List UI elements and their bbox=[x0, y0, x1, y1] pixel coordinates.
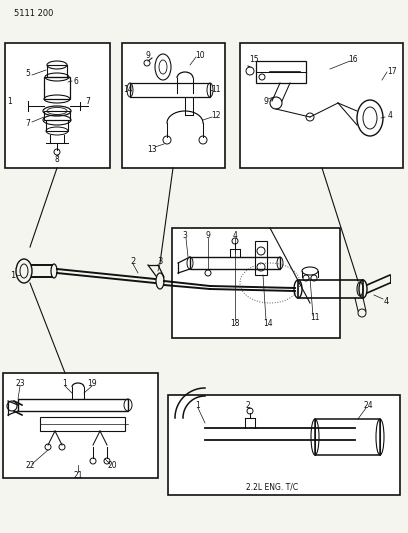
Text: 18: 18 bbox=[230, 319, 240, 327]
Text: 12: 12 bbox=[211, 111, 221, 120]
Bar bbox=[172, 228, 340, 338]
Bar bbox=[240, 43, 403, 168]
Text: 1: 1 bbox=[62, 378, 67, 387]
Text: 9: 9 bbox=[146, 51, 151, 60]
Text: 9: 9 bbox=[206, 230, 211, 239]
Bar bbox=[298, 280, 363, 298]
Text: 20: 20 bbox=[107, 462, 117, 471]
Text: 23: 23 bbox=[15, 378, 25, 387]
Text: 3: 3 bbox=[182, 230, 187, 239]
Bar bbox=[18, 399, 128, 411]
Bar bbox=[315, 419, 380, 455]
Text: 7: 7 bbox=[26, 118, 31, 127]
Bar bbox=[5, 43, 110, 168]
Text: 21: 21 bbox=[73, 471, 83, 480]
Bar bbox=[44, 111, 70, 120]
Text: 9: 9 bbox=[264, 96, 268, 106]
Bar bbox=[122, 43, 225, 168]
Text: 7: 7 bbox=[86, 96, 91, 106]
Text: 2: 2 bbox=[246, 400, 251, 409]
Text: 15: 15 bbox=[249, 54, 259, 63]
Bar bbox=[190, 257, 280, 269]
Text: 6: 6 bbox=[73, 77, 78, 85]
Text: 24: 24 bbox=[363, 400, 373, 409]
Bar bbox=[168, 395, 400, 495]
Text: 13: 13 bbox=[147, 146, 157, 155]
Text: 2: 2 bbox=[131, 256, 135, 265]
Text: 1: 1 bbox=[195, 400, 200, 409]
Text: 17: 17 bbox=[387, 67, 397, 76]
Text: 5111 200: 5111 200 bbox=[14, 9, 53, 18]
Bar bbox=[130, 83, 210, 97]
Bar bbox=[47, 65, 67, 77]
Text: 4: 4 bbox=[384, 296, 389, 305]
Text: 11: 11 bbox=[211, 85, 221, 94]
Bar bbox=[40, 417, 125, 431]
Text: 11: 11 bbox=[310, 313, 320, 322]
Text: 3: 3 bbox=[157, 256, 163, 265]
Bar bbox=[256, 61, 306, 83]
Text: 22: 22 bbox=[25, 462, 35, 471]
Text: 14: 14 bbox=[263, 319, 273, 327]
Text: 1: 1 bbox=[8, 96, 12, 106]
Bar bbox=[46, 120, 68, 131]
Text: 16: 16 bbox=[348, 54, 358, 63]
Text: 14: 14 bbox=[123, 85, 133, 94]
Text: 2.2L ENG. T/C: 2.2L ENG. T/C bbox=[246, 482, 298, 491]
Text: 4: 4 bbox=[388, 110, 392, 119]
Bar bbox=[255, 241, 267, 275]
Text: 5: 5 bbox=[26, 69, 31, 77]
Text: 1: 1 bbox=[10, 271, 16, 279]
Bar bbox=[44, 77, 70, 99]
Bar bbox=[3, 373, 158, 478]
Text: 8: 8 bbox=[55, 155, 60, 164]
Text: 4: 4 bbox=[233, 230, 237, 239]
Text: 19: 19 bbox=[87, 378, 97, 387]
Text: 10: 10 bbox=[195, 51, 205, 60]
